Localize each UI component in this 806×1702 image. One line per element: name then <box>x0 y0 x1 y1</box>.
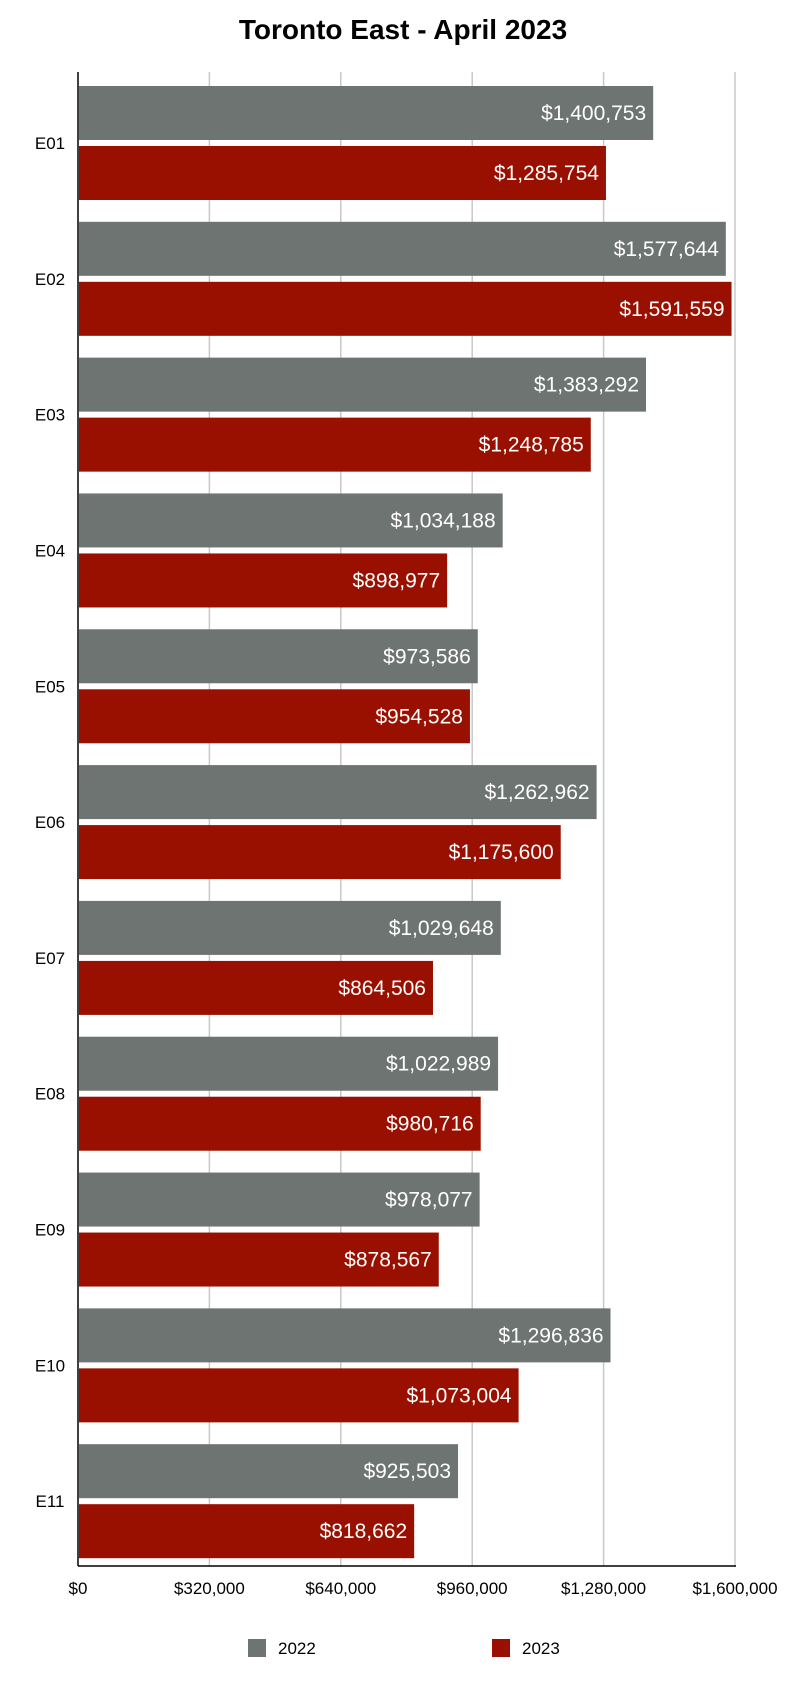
bar-2022-E04 <box>79 493 503 548</box>
bar-label-2022-E01: $1,400,753 <box>541 102 646 125</box>
category-label-E07: E07 <box>35 949 65 968</box>
bar-2023-E01 <box>79 146 606 200</box>
bar-2023-E03 <box>79 417 591 472</box>
bar-label-2023-E01: $1,285,754 <box>494 162 599 185</box>
bar-2022-E07 <box>79 900 501 955</box>
x-tick-label: $0 <box>69 1579 88 1598</box>
bar-label-2022-E02: $1,577,644 <box>614 238 719 261</box>
bar-label-2023-E03: $1,248,785 <box>479 434 584 457</box>
bar-label-2023-E06: $1,175,600 <box>449 841 554 864</box>
x-tick-label: $1,600,000 <box>692 1579 777 1598</box>
x-tick-label: $640,000 <box>305 1579 376 1598</box>
legend-swatch-2022 <box>248 1639 266 1657</box>
bar-label-2022-E09: $978,077 <box>385 1189 473 1212</box>
bar-label-2022-E07: $1,029,648 <box>389 917 494 940</box>
bar-2022-E01 <box>79 86 654 140</box>
bar-2022-E11 <box>79 1444 459 1499</box>
x-tick-label: $320,000 <box>174 1579 245 1598</box>
bar-2023-E11 <box>79 1504 415 1559</box>
bar-label-2023-E05: $954,528 <box>375 705 463 728</box>
x-tick-label: $1,280,000 <box>561 1579 646 1598</box>
bar-2023-E05 <box>79 689 470 744</box>
bar-2023-E02 <box>79 281 732 336</box>
bar-2022-E08 <box>79 1036 499 1091</box>
bar-2022-E10 <box>79 1308 611 1363</box>
category-label-E06: E06 <box>35 813 65 832</box>
bar-label-2023-E08: $980,716 <box>386 1113 474 1136</box>
bar-label-2022-E05: $973,586 <box>383 645 471 668</box>
bar-2022-E03 <box>79 357 647 412</box>
legend-label-2023: 2023 <box>522 1639 560 1658</box>
bar-label-2023-E04: $898,977 <box>353 569 441 592</box>
bar-label-2023-E10: $1,073,004 <box>406 1384 511 1407</box>
bar-label-2022-E06: $1,262,962 <box>484 781 589 804</box>
bar-2023-E06 <box>79 825 561 880</box>
bar-2022-E02 <box>79 221 726 276</box>
bar-2023-E09 <box>79 1232 439 1287</box>
category-label-E08: E08 <box>35 1085 65 1104</box>
bar-label-2022-E10: $1,296,836 <box>498 1324 603 1347</box>
bar-label-2023-E11: $818,662 <box>320 1520 408 1543</box>
bar-label-2023-E07: $864,506 <box>338 977 426 1000</box>
bar-2023-E08 <box>79 1096 481 1151</box>
category-label-E11: E11 <box>36 1492 65 1511</box>
bar-2022-E06 <box>79 765 597 820</box>
category-label-E02: E02 <box>35 270 65 289</box>
chart-title: Toronto East - April 2023 <box>238 14 568 45</box>
bar-2023-E04 <box>79 553 448 608</box>
category-label-E04: E04 <box>35 541 65 560</box>
category-label-E10: E10 <box>35 1356 65 1375</box>
bar-label-2023-E02: $1,591,559 <box>619 298 724 321</box>
category-label-E05: E05 <box>35 677 65 696</box>
bar-2023-E10 <box>79 1368 519 1423</box>
category-label-E01: E01 <box>35 134 65 153</box>
category-label-E03: E03 <box>35 406 65 425</box>
x-tick-label: $960,000 <box>437 1579 508 1598</box>
legend-label-2022: 2022 <box>278 1639 316 1658</box>
bar-label-2022-E11: $925,503 <box>363 1460 451 1483</box>
bar-label-2022-E03: $1,383,292 <box>534 374 639 397</box>
bar-label-2023-E09: $878,567 <box>344 1249 432 1272</box>
bar-label-2022-E08: $1,022,989 <box>386 1053 491 1076</box>
bar-2022-E09 <box>79 1172 480 1227</box>
category-label-E09: E09 <box>35 1221 65 1240</box>
legend-swatch-2023 <box>492 1639 510 1657</box>
bar-2023-E07 <box>79 960 433 1015</box>
bar-label-2022-E04: $1,034,188 <box>391 509 496 532</box>
bar-2022-E05 <box>79 629 478 684</box>
